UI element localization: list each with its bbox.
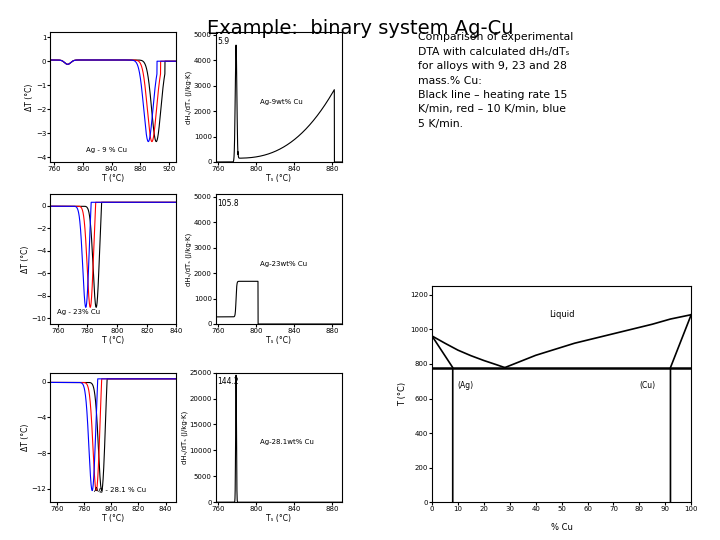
Y-axis label: dHₛ/dTₛ (J/kg·K): dHₛ/dTₛ (J/kg·K) <box>186 71 192 124</box>
Y-axis label: dHₛ/dTₛ (J/kg·K): dHₛ/dTₛ (J/kg·K) <box>186 233 192 286</box>
X-axis label: T (°C): T (°C) <box>102 514 125 523</box>
Text: Ag-9wt% Cu: Ag-9wt% Cu <box>260 99 303 105</box>
X-axis label: Tₛ (°C): Tₛ (°C) <box>266 173 292 183</box>
Text: (Ag): (Ag) <box>458 381 474 390</box>
Text: Ag - 9 % Cu: Ag - 9 % Cu <box>86 147 127 153</box>
X-axis label: T (°C): T (°C) <box>102 173 125 183</box>
X-axis label: Tₛ (°C): Tₛ (°C) <box>266 335 292 345</box>
Text: Liquid: Liquid <box>549 310 575 319</box>
Y-axis label: ΔT (°C): ΔT (°C) <box>21 424 30 451</box>
X-axis label: % Cu: % Cu <box>551 523 572 532</box>
Text: Ag - 23% Cu: Ag - 23% Cu <box>57 309 100 315</box>
X-axis label: Tₛ (°C): Tₛ (°C) <box>266 514 292 523</box>
Text: 5.9: 5.9 <box>217 37 229 46</box>
Text: Example:  binary system Ag-Cu: Example: binary system Ag-Cu <box>207 19 513 38</box>
Y-axis label: dHₛ/dTₛ (J/kg·K): dHₛ/dTₛ (J/kg·K) <box>181 411 188 464</box>
Text: (Cu): (Cu) <box>639 381 655 390</box>
Text: 144.2: 144.2 <box>217 377 238 386</box>
Text: Ag-28.1wt% Cu: Ag-28.1wt% Cu <box>260 439 314 445</box>
Y-axis label: ΔT (°C): ΔT (°C) <box>21 246 30 273</box>
X-axis label: T (°C): T (°C) <box>102 335 125 345</box>
Y-axis label: ΔT (°C): ΔT (°C) <box>25 84 35 111</box>
Text: 105.8: 105.8 <box>217 199 238 208</box>
Text: Ag - 28.1 % Cu: Ag - 28.1 % Cu <box>94 487 147 493</box>
Text: Ag-23wt% Cu: Ag-23wt% Cu <box>260 261 307 267</box>
Text: Comparison of experimental
DTA with calculated dHₛ/dTₛ
for alloys with 9, 23 and: Comparison of experimental DTA with calc… <box>418 32 573 129</box>
Y-axis label: T (°C): T (°C) <box>398 382 407 406</box>
